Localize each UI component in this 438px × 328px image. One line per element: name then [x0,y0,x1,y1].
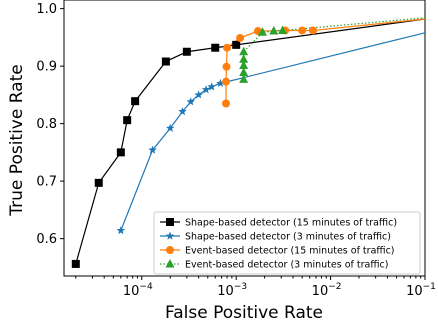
legend-marker-4 [165,259,175,268]
series-2-point-8 [207,82,216,91]
series-1-point-6 [161,57,170,66]
series-2-point-4 [178,107,187,116]
series-2-point-6 [194,90,203,99]
x-tick-label-1: 10−4 [123,282,153,299]
y-tick-label-3: 0.8 [36,117,57,132]
series-4-point-8 [278,25,288,34]
legend-entry-1: Shape-based detector (15 minutes of traf… [185,218,397,229]
series-4-point-2 [239,67,249,76]
y-axis-ticks: 0.6 0.7 0.8 0.9 1.0 [36,2,64,247]
series-1-point-2 [94,178,103,187]
x-tick-label-3: 10−2 [312,282,342,299]
series-4-point-4 [239,54,249,63]
x-axis-label: False Positive Rate [165,303,323,323]
series-1-point-9 [232,40,241,49]
series-1-point-7 [182,47,191,56]
series-4-point-6 [258,27,268,36]
legend-entry-2: Shape-based detector (3 minutes of traff… [185,232,391,243]
series-3-point-4 [223,43,232,52]
legend-marker-3 [166,246,174,254]
y-axis-label: True Positive Rate [7,64,27,216]
y-tick-label-4: 0.9 [36,60,57,75]
y-tick-label-2: 0.7 [36,175,57,190]
series-4-point-3 [239,60,249,70]
series-markers [71,25,317,268]
series-1-point-4 [123,116,132,125]
legend-marker-2 [165,231,175,240]
x-axis-ticks: 10−4 10−3 10−2 10−1 [75,276,436,299]
series-3-point-5 [236,33,245,42]
series-1-point-1 [71,259,80,268]
series-4-point-1 [239,74,249,83]
legend: Shape-based detector (15 minutes of traf… [153,211,421,275]
series-2-point-7 [201,85,211,94]
series-3-point-9 [308,26,317,35]
series-1-point-8 [211,43,220,52]
series-3-point-2 [222,77,231,86]
series-3-point-8 [298,26,307,35]
series-4-point-5 [239,46,249,56]
series-4-point-7 [269,26,279,35]
legend-entry-4: Event-based detector (3 minutes of traff… [185,260,388,271]
series-2-point-5 [186,97,196,106]
series-1-point-3 [116,148,125,157]
series-2-point-2 [148,145,157,154]
x-tick-label-2: 10−3 [217,282,247,299]
series-line-3 [225,18,425,104]
y-tick-label-1: 0.6 [36,232,57,247]
series-3-point-3 [222,62,231,71]
series-2-point-1 [116,226,126,235]
legend-box [153,211,421,275]
y-tick-label-5: 1.0 [36,2,57,17]
series-3-point-1 [222,99,231,108]
series-2-point-3 [165,123,175,132]
series-2-point-9 [216,78,225,88]
series-1-point-5 [131,97,140,106]
x-tick-label-4: 10−1 [406,282,436,299]
legend-entry-3: Event-based detector (15 minutes of traf… [185,246,395,257]
legend-marker-1 [166,218,174,226]
series-line-2 [120,32,425,231]
